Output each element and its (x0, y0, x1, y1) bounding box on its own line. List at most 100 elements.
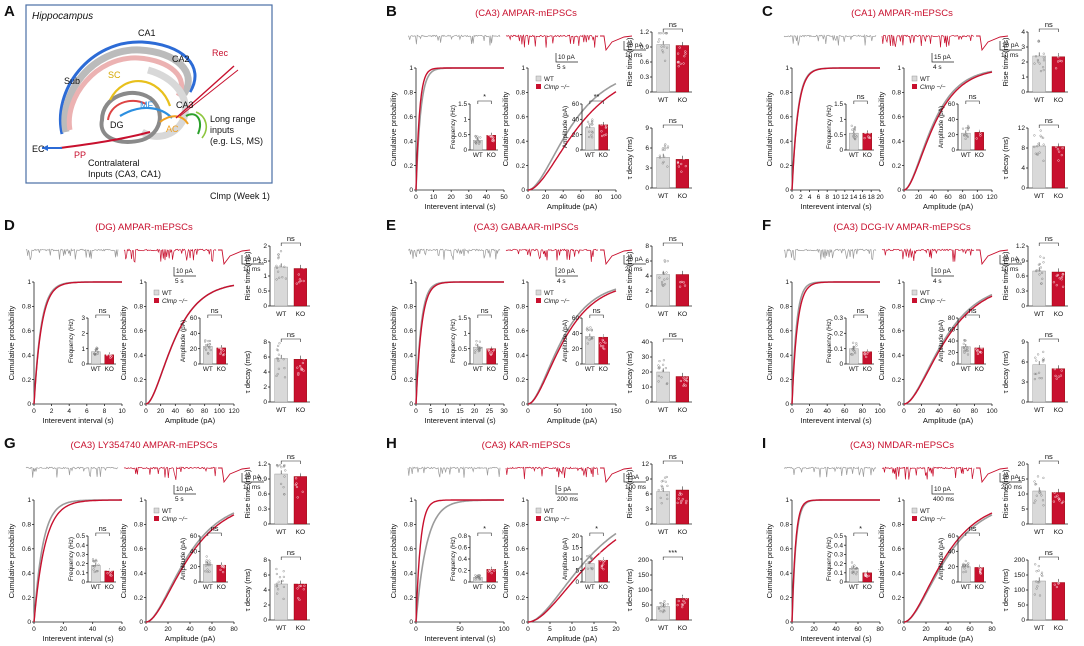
scale-bar-label: 400 ms (933, 496, 954, 503)
x-tick-label: 10 (832, 194, 840, 201)
panel-label: C (762, 3, 773, 20)
data-point (217, 341, 220, 344)
data-point (658, 606, 661, 609)
y-tick-label: 100 (1014, 587, 1025, 594)
data-point (283, 367, 286, 370)
y-tick-label: 0 (645, 617, 649, 624)
data-point (1035, 269, 1038, 272)
data-point (217, 346, 221, 350)
data-point (855, 344, 858, 347)
data-point (680, 591, 683, 594)
x-tick-label: 0 (790, 626, 794, 633)
x-tick-label: 14 (850, 194, 858, 201)
x-tick-label: 50 (554, 408, 562, 415)
x-tick-label: 40 (172, 408, 180, 415)
y-tick-label: 0.8 (458, 533, 467, 540)
data-point (1037, 581, 1040, 584)
data-point (492, 128, 495, 132)
data-point (282, 585, 285, 588)
y-tick-label: 1 (521, 497, 525, 504)
data-point (863, 127, 866, 130)
x-axis-label: Interevent interval (s) (800, 634, 872, 643)
data-point (275, 374, 278, 377)
x-tick-label: 20 (918, 408, 926, 415)
x-axis-label: Amplitude (pA) (165, 416, 216, 425)
group-label: WT (585, 366, 595, 373)
data-point (1033, 62, 1036, 65)
y-tick-label: 0 (27, 401, 31, 408)
data-point (276, 592, 279, 595)
legend-ko-swatch (536, 84, 541, 89)
data-point (605, 125, 608, 128)
data-point (586, 342, 589, 345)
y-tick-label: 1.5 (258, 258, 267, 265)
legend-ko-swatch (912, 84, 917, 89)
data-point (863, 137, 866, 140)
significance-label: ns (481, 306, 489, 315)
data-point (297, 597, 300, 600)
data-point (661, 485, 664, 489)
y-tick-label: 0.6 (516, 546, 525, 553)
data-point (661, 280, 664, 284)
y-tick-label: 60 (190, 533, 198, 540)
data-point (586, 554, 589, 558)
data-point (1035, 494, 1038, 497)
ko-bar (1051, 146, 1066, 189)
data-point (479, 136, 482, 139)
scale-bar-label: 100 ms (625, 484, 646, 491)
significance-bracket (662, 460, 683, 464)
x-tick-label: 4 (67, 408, 71, 415)
data-point (1040, 494, 1043, 497)
x-tick-label: 0 (32, 626, 36, 633)
significance-bracket (1038, 124, 1059, 128)
legend-wt-label: WT (544, 508, 554, 515)
x-tick-label: 30 (465, 194, 473, 201)
x-tick-label: 6 (85, 408, 89, 415)
data-point (685, 259, 688, 262)
significance-bracket (207, 314, 222, 318)
wt-bar (849, 567, 859, 583)
example-trace (408, 248, 501, 260)
example-trace (123, 466, 217, 480)
y-tick-label: 0.2 (892, 595, 901, 602)
y-tick-label: 0.4 (404, 352, 413, 359)
y-tick-label: 0.8 (404, 304, 413, 311)
data-point (662, 51, 665, 54)
data-point (586, 120, 590, 123)
x-tick-label: 20 (922, 626, 930, 633)
y-tick-label: 1 (139, 497, 143, 504)
legend-wt-label: WT (920, 508, 930, 515)
data-point (109, 571, 112, 574)
y-axis-label: Cumulative probability (119, 523, 128, 598)
x-tick-label: 50 (456, 626, 464, 633)
data-point (601, 552, 604, 555)
data-point (1040, 377, 1043, 380)
data-point (207, 564, 210, 567)
ca1-label: CA1 (138, 28, 156, 38)
y-tick-label: 200 (1014, 557, 1025, 564)
x-tick-label: 0 (32, 408, 36, 415)
data-point (976, 349, 979, 352)
significance-bracket (207, 532, 222, 536)
data-point (852, 570, 855, 574)
averaged-event (976, 249, 1009, 266)
y-tick-label: 0.1 (834, 570, 843, 577)
x-tick-label: 120 (986, 194, 997, 201)
y-tick-label: 0.8 (22, 304, 31, 311)
x-tick-label: 15 (456, 408, 464, 415)
data-point (1057, 259, 1060, 262)
hippocampus-diagram: CA1 CA2 CA3 Sub SC MF AC DG EC PP Rec Lo… (32, 28, 263, 179)
y-tick-label: 0.5 (458, 132, 467, 139)
significance-label: ns (1045, 20, 1053, 29)
data-point (867, 350, 870, 353)
data-point (1057, 375, 1060, 378)
data-point (110, 568, 113, 571)
panel-label: G (4, 435, 16, 452)
data-point (967, 565, 970, 569)
group-label: KO (678, 407, 688, 414)
data-point (490, 343, 493, 346)
scale-bar-label: 10 ms (625, 52, 642, 59)
data-point (1042, 52, 1045, 55)
data-point (677, 599, 680, 603)
